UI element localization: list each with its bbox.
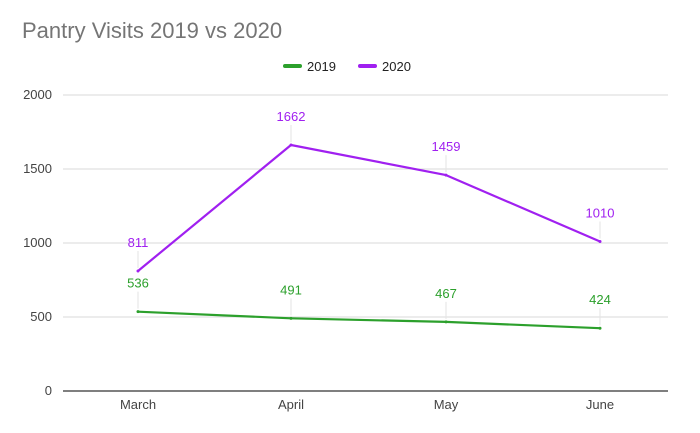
data-label-2020-April: 1662	[277, 109, 306, 124]
series-lines	[136, 143, 602, 330]
y-tick-label: 2000	[23, 87, 52, 102]
series-line-2019	[137, 310, 601, 330]
y-tick-label: 500	[30, 309, 52, 324]
data-label-2020-June: 1010	[586, 206, 615, 221]
y-tick-label: 0	[45, 383, 52, 398]
data-point-2020-March	[136, 269, 140, 273]
y-tick-label: 1500	[23, 161, 52, 176]
legend: 2019 2020	[283, 59, 411, 74]
x-tick-label: June	[586, 397, 614, 412]
data-point-2020-May	[444, 173, 448, 177]
data-label-2019-June: 424	[589, 292, 611, 307]
x-tick-label: March	[120, 397, 156, 412]
legend-label-2019: 2019	[307, 59, 336, 74]
data-label-2019-May: 467	[435, 286, 457, 301]
data-point-2019-April	[289, 316, 293, 320]
chart-title: Pantry Visits 2019 vs 2020	[22, 18, 283, 43]
data-point-2019-May	[444, 320, 448, 324]
data-labels: 536 491 467 424 811 1662 1459 1010	[127, 109, 615, 326]
data-label-2020-May: 1459	[432, 139, 461, 154]
y-tick-label: 1000	[23, 235, 52, 250]
data-label-2019-March: 536	[127, 276, 149, 291]
x-tick-label: April	[278, 397, 304, 412]
series-line-2020	[137, 143, 601, 272]
data-label-2019-April: 491	[280, 282, 302, 297]
grid-lines	[63, 94, 668, 392]
data-point-2020-June	[598, 240, 602, 244]
data-point-2019-June	[598, 326, 602, 330]
data-point-2020-April	[289, 143, 293, 147]
data-label-2020-March: 811	[128, 235, 149, 250]
data-point-2019-March	[136, 310, 140, 314]
legend-label-2020: 2020	[382, 59, 411, 74]
y-axis: 0 500 1000 1500 2000	[23, 87, 52, 398]
x-tick-label: May	[434, 397, 459, 412]
x-axis: March April May June	[120, 397, 614, 412]
